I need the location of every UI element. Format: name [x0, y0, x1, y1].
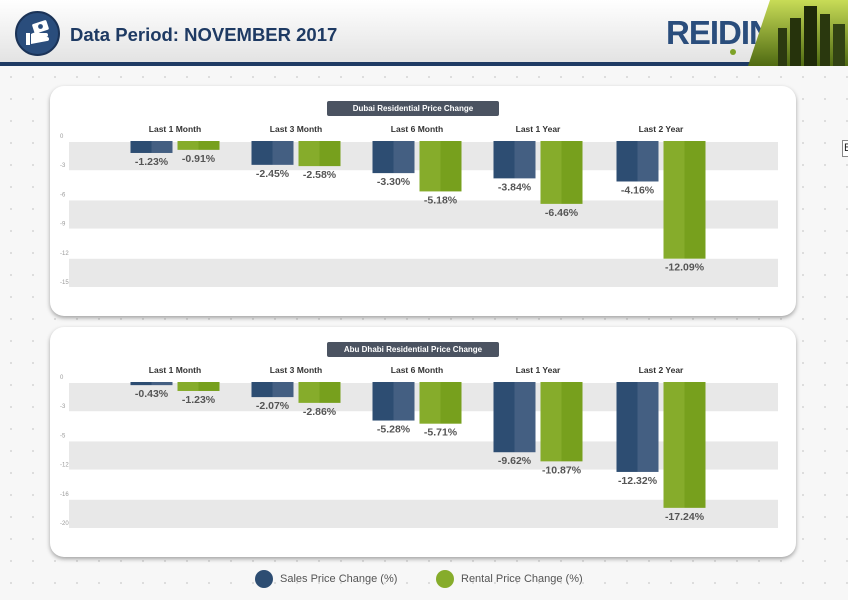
reidin-logo: REIDIN [666, 14, 773, 51]
grid-band [69, 258, 778, 287]
grid-band [69, 200, 778, 229]
data-label-sales-last-1-month: -0.43% [135, 388, 169, 400]
data-label-sales-last-3-month: -2.07% [256, 400, 290, 412]
data-label-rental-last-1-month: -1.23% [182, 394, 216, 406]
data-label-sales-last-6-month: -5.28% [377, 424, 411, 436]
edge-fragment-box: B [842, 140, 848, 157]
bar-sales-last-3-month [251, 382, 294, 398]
bar-sales-last-1-month [130, 141, 173, 153]
dubai-bar-chart: 0 -3 -6 -9 -12 -15 Last 1 Month -1.23% -0.91% Las… [60, 124, 778, 287]
logo-dot [730, 49, 736, 55]
money-hand-icon [15, 11, 60, 56]
bar-rental-last-2-year [663, 141, 706, 259]
category-label-last-2-year: Last 2 Year [639, 365, 684, 375]
data-label-rental-last-6-month: -5.71% [424, 427, 458, 439]
data-label-sales-last-1-month: -1.23% [135, 156, 169, 168]
category-label-last-1-month: Last 1 Month [149, 365, 201, 375]
y-tick-label: -6 [60, 192, 66, 198]
data-label-rental-last-3-month: -2.86% [303, 406, 337, 418]
dubai-chart-title: Dubai Residential Price Change [327, 101, 499, 116]
data-label-sales-last-2-year: -12.32% [618, 475, 658, 487]
y-tick-label: -3 [60, 404, 66, 410]
legend-swatch-rental [436, 570, 454, 588]
y-tick-label: -12 [60, 251, 69, 257]
bar-rental-last-2-year [663, 382, 706, 508]
category-label-last-3-month: Last 3 Month [270, 365, 322, 375]
y-tick-label: -12 [60, 463, 69, 469]
y-tick-label: -15 [60, 280, 69, 286]
bar-rental-last-1-year [540, 141, 583, 204]
data-label-rental-last-1-year: -10.87% [542, 464, 582, 476]
data-label-sales-last-6-month: -3.30% [377, 176, 411, 188]
bar-sales-last-3-month [251, 141, 294, 165]
y-tick-label: -9 [60, 222, 66, 228]
legend-item-rental: Rental Price Change (%) [436, 568, 583, 590]
data-label-rental-last-1-month: -0.91% [182, 153, 216, 165]
bar-rental-last-1-year [540, 382, 583, 462]
category-label-last-1-year: Last 1 Year [516, 124, 561, 134]
data-label-sales-last-1-year: -3.84% [498, 181, 532, 193]
data-label-sales-last-2-year: -4.16% [621, 184, 655, 196]
bar-sales-last-2-year [616, 141, 659, 182]
grid-band [69, 441, 778, 470]
category-label-last-3-month: Last 3 Month [270, 124, 322, 134]
bar-sales-last-1-month [130, 382, 173, 386]
y-tick-label: 0 [60, 375, 64, 381]
y-tick-label: -3 [60, 163, 66, 169]
category-label-last-2-year: Last 2 Year [639, 124, 684, 134]
abudhabi-chart-panel: Abu Dhabi Residential Price Change 0 -3 -5… [50, 327, 796, 557]
y-tick-label: 0 [60, 134, 64, 140]
data-label-rental-last-3-month: -2.58% [303, 169, 337, 181]
bar-sales-last-1-year [493, 141, 536, 179]
bar-rental-last-6-month [419, 382, 462, 424]
category-label-last-6-month: Last 6 Month [391, 124, 443, 134]
y-tick-label: -16 [60, 492, 69, 498]
header-bar: Data Period: NOVEMBER 2017 REIDIN [0, 0, 848, 66]
chart-legend: Sales Price Change (%) Rental Price Chan… [0, 568, 848, 590]
data-label-rental-last-2-year: -12.09% [665, 262, 705, 274]
data-label-rental-last-6-month: -5.18% [424, 194, 458, 206]
data-label-rental-last-2-year: -17.24% [665, 511, 705, 523]
abudhabi-bar-chart: 0 -3 -5 -12 -16 -20 Last 1 Month -0.43% -1.23% La… [60, 365, 778, 528]
bar-rental-last-3-month [298, 141, 341, 167]
skyline-image [748, 0, 848, 66]
bar-sales-last-6-month [372, 382, 415, 421]
page-title: Data Period: NOVEMBER 2017 [70, 24, 338, 45]
data-label-sales-last-1-year: -9.62% [498, 455, 532, 467]
category-label-last-1-year: Last 1 Year [516, 365, 561, 375]
legend-label-sales: Sales Price Change (%) [280, 573, 398, 585]
bar-rental-last-3-month [298, 382, 341, 403]
bar-rental-last-1-month [177, 141, 220, 150]
bar-sales-last-6-month [372, 141, 415, 174]
bar-rental-last-1-month [177, 382, 220, 391]
category-label-last-6-month: Last 6 Month [391, 365, 443, 375]
y-tick-label: -5 [60, 433, 66, 439]
legend-item-sales: Sales Price Change (%) [255, 568, 397, 590]
bar-sales-last-2-year [616, 382, 659, 472]
dubai-chart-panel: Dubai Residential Price Change 0 -3 -6 -9 -1… [50, 86, 796, 316]
data-label-rental-last-1-year: -6.46% [545, 207, 579, 219]
grid-band [69, 499, 778, 528]
legend-swatch-sales [255, 570, 273, 588]
abudhabi-chart-title: Abu Dhabi Residential Price Change [327, 342, 499, 357]
bar-sales-last-1-year [493, 382, 536, 453]
legend-label-rental: Rental Price Change (%) [461, 573, 583, 585]
category-label-last-1-month: Last 1 Month [149, 124, 201, 134]
bar-rental-last-6-month [419, 141, 462, 192]
data-label-sales-last-3-month: -2.45% [256, 168, 290, 180]
y-tick-label: -20 [60, 521, 69, 527]
